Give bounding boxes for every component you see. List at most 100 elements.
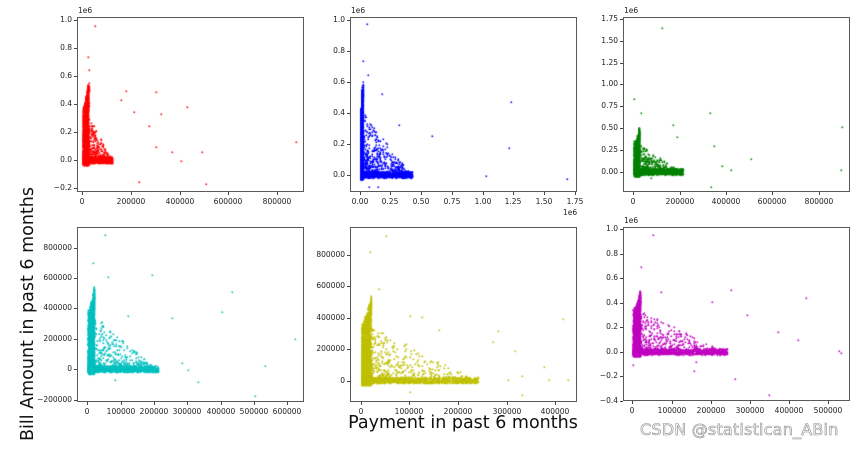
- y-tick-mark: [620, 278, 623, 279]
- watermark: CSDN @statistican_ABin: [640, 420, 839, 440]
- x-tick-mark: [828, 401, 829, 404]
- y-tick-label: −0.2: [53, 183, 72, 192]
- x-tick-label: 200000: [696, 406, 726, 415]
- y-tick-label: 0.75: [601, 101, 618, 110]
- x-tick-mark: [131, 192, 132, 195]
- x-tick-mark: [555, 402, 556, 405]
- y-tick-label: 0.2: [60, 127, 72, 136]
- x-tick-label: 100000: [394, 407, 424, 416]
- plot-area: [623, 227, 851, 402]
- y-tick-mark: [74, 400, 77, 401]
- y-tick-mark: [347, 51, 350, 52]
- x-tick-mark: [513, 192, 514, 195]
- y-tick-mark: [620, 401, 623, 402]
- y-tick-label: 0: [67, 364, 72, 373]
- x-axis-label: Payment in past 6 months: [348, 413, 578, 433]
- y-tick-label: 400000: [316, 313, 345, 322]
- x-tick-label: 0.25: [381, 197, 399, 206]
- x-tick-label: 200000: [116, 197, 146, 206]
- x-tick-mark: [458, 402, 459, 405]
- plot-area: [350, 17, 578, 193]
- y-tick-label: 0.6: [333, 77, 345, 86]
- y-offset-label: 1e6: [351, 6, 366, 15]
- x-tick-mark: [421, 192, 422, 195]
- x-tick-mark: [544, 192, 545, 195]
- y-tick-label: 0.00: [601, 167, 618, 176]
- y-offset-label: 1e6: [624, 216, 639, 225]
- y-tick-mark: [74, 369, 77, 370]
- x-tick-mark: [287, 402, 288, 405]
- x-tick-label: 500000: [239, 407, 269, 416]
- x-tick-label: 200000: [139, 407, 169, 416]
- y-tick-label: −0.4: [599, 396, 618, 405]
- y-tick-label: 600000: [316, 281, 345, 290]
- x-tick-label: 0.75: [443, 197, 461, 206]
- y-tick-label: 0.0: [333, 170, 345, 179]
- y-tick-label: 0.6: [606, 273, 618, 282]
- plot-area: [77, 227, 305, 403]
- y-tick-mark: [347, 318, 350, 319]
- x-tick-mark: [360, 192, 361, 195]
- y-tick-mark: [620, 327, 623, 328]
- x-tick-mark: [254, 402, 255, 405]
- y-tick-mark: [74, 339, 77, 340]
- x-tick-mark: [750, 401, 751, 404]
- y-tick-mark: [620, 128, 623, 129]
- y-tick-mark: [620, 41, 623, 42]
- x-tick-label: 100000: [657, 406, 687, 415]
- y-tick-label: 0.8: [333, 46, 345, 55]
- y-axis-label: Bill Amount in past 6 months: [18, 187, 38, 441]
- y-tick-mark: [620, 254, 623, 255]
- x-tick-mark: [711, 401, 712, 404]
- x-tick-mark: [772, 192, 773, 195]
- y-tick-mark: [620, 229, 623, 230]
- x-tick-mark: [633, 192, 634, 195]
- x-tick-label: 200000: [665, 197, 695, 206]
- y-tick-label: 400000: [43, 303, 72, 312]
- y-tick-mark: [74, 48, 77, 49]
- y-tick-label: 0.4: [606, 298, 618, 307]
- y-tick-label: 0.6: [60, 71, 72, 80]
- x-tick-label: 100000: [106, 407, 136, 416]
- x-tick-label: 1.75: [566, 197, 584, 206]
- y-tick-label: 1.0: [606, 224, 618, 233]
- plot-area: [350, 227, 578, 403]
- x-tick-label: 0.00: [351, 197, 369, 206]
- x-tick-label: 600000: [757, 197, 787, 206]
- y-tick-label: 0.8: [606, 249, 618, 258]
- x-tick-label: 300000: [492, 407, 522, 416]
- y-tick-mark: [347, 82, 350, 83]
- x-tick-mark: [575, 192, 576, 195]
- y-tick-label: 0.50: [601, 123, 618, 132]
- y-tick-mark: [347, 255, 350, 256]
- x-tick-label: 200000: [443, 407, 473, 416]
- y-tick-mark: [620, 63, 623, 64]
- y-tick-label: 1.25: [601, 58, 618, 67]
- y-offset-label: 1e6: [624, 6, 639, 15]
- y-tick-mark: [74, 20, 77, 21]
- y-tick-label: 800000: [316, 250, 345, 259]
- y-tick-mark: [620, 352, 623, 353]
- y-tick-mark: [347, 113, 350, 114]
- y-tick-label: 1.75: [601, 14, 618, 23]
- y-tick-label: 0.2: [606, 322, 618, 331]
- x-tick-mark: [180, 192, 181, 195]
- x-tick-label: 400000: [774, 406, 804, 415]
- y-tick-label: 1.50: [601, 36, 618, 45]
- x-tick-label: 1.00: [474, 197, 492, 206]
- y-tick-mark: [620, 84, 623, 85]
- y-tick-mark: [74, 278, 77, 279]
- y-tick-label: 0.0: [60, 155, 72, 164]
- x-tick-label: 0: [629, 406, 635, 415]
- y-tick-mark: [74, 188, 77, 189]
- y-tick-mark: [620, 303, 623, 304]
- plot-area: [623, 17, 851, 193]
- y-tick-label: 1.00: [601, 79, 618, 88]
- y-tick-label: 0.2: [333, 139, 345, 148]
- y-tick-mark: [347, 175, 350, 176]
- y-tick-label: 0.8: [60, 43, 72, 52]
- x-tick-mark: [789, 401, 790, 404]
- y-tick-mark: [74, 308, 77, 309]
- x-tick-label: 400000: [540, 407, 570, 416]
- x-tick-mark: [483, 192, 484, 195]
